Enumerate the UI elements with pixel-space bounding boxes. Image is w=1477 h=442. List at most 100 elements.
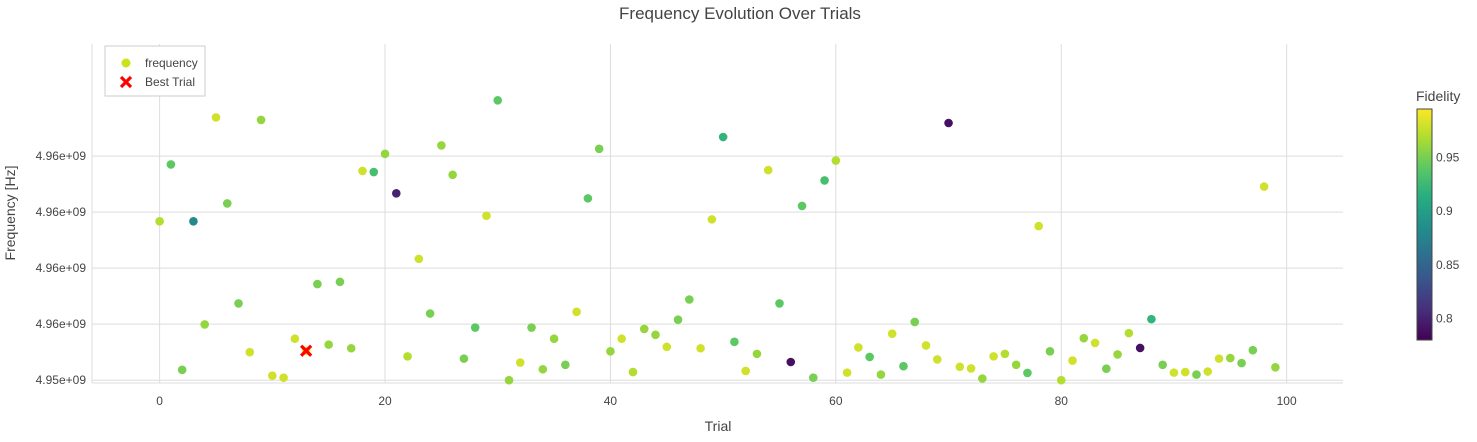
- data-point[interactable]: [200, 320, 210, 329]
- data-point[interactable]: [808, 373, 818, 382]
- data-point[interactable]: [910, 317, 920, 327]
- data-point[interactable]: [1214, 354, 1224, 363]
- data-point[interactable]: [921, 341, 931, 350]
- data-point[interactable]: [752, 349, 762, 359]
- data-point[interactable]: [1225, 353, 1235, 363]
- data-point[interactable]: [369, 167, 379, 177]
- data-point[interactable]: [358, 166, 367, 176]
- data-point[interactable]: [1124, 328, 1134, 338]
- data-point[interactable]: [470, 323, 480, 332]
- data-point[interactable]: [403, 352, 412, 361]
- data-point[interactable]: [606, 347, 615, 356]
- data-point[interactable]: [380, 149, 390, 159]
- data-point[interactable]: [628, 367, 638, 377]
- data-point[interactable]: [1203, 367, 1213, 376]
- data-point[interactable]: [268, 371, 277, 381]
- data-point[interactable]: [549, 334, 559, 344]
- data-point[interactable]: [177, 365, 187, 375]
- data-point[interactable]: [1090, 338, 1100, 348]
- data-point[interactable]: [1147, 314, 1156, 324]
- data-point[interactable]: [741, 366, 750, 376]
- data-point[interactable]: [887, 329, 897, 338]
- data-point[interactable]: [1192, 370, 1201, 379]
- data-point[interactable]: [707, 215, 717, 224]
- data-point[interactable]: [1056, 375, 1066, 385]
- data-point[interactable]: [1045, 347, 1055, 356]
- data-point[interactable]: [425, 309, 435, 318]
- data-point[interactable]: [1180, 367, 1190, 377]
- data-point[interactable]: [651, 330, 660, 340]
- data-point[interactable]: [685, 295, 694, 304]
- data-point[interactable]: [234, 299, 243, 308]
- data-point[interactable]: [899, 361, 908, 371]
- data-point[interactable]: [1113, 350, 1122, 359]
- data-point[interactable]: [245, 347, 255, 357]
- data-point[interactable]: [448, 170, 457, 180]
- data-point[interactable]: [504, 375, 514, 385]
- data-point[interactable]: [696, 343, 705, 353]
- data-point[interactable]: [437, 141, 446, 150]
- data-point[interactable]: [1135, 343, 1145, 353]
- data-point[interactable]: [279, 373, 288, 382]
- data-point[interactable]: [155, 217, 164, 226]
- data-point[interactable]: [1011, 360, 1021, 370]
- data-point[interactable]: [1259, 182, 1269, 191]
- data-point[interactable]: [482, 211, 491, 221]
- data-point[interactable]: [1034, 221, 1044, 231]
- data-point[interactable]: [1248, 345, 1258, 355]
- data-point[interactable]: [673, 315, 683, 324]
- data-point[interactable]: [944, 118, 953, 128]
- data-point[interactable]: [966, 364, 976, 373]
- data-point[interactable]: [955, 362, 965, 372]
- data-point[interactable]: [1271, 363, 1280, 372]
- data-point[interactable]: [617, 334, 627, 344]
- data-point[interactable]: [493, 96, 503, 105]
- data-point[interactable]: [842, 368, 852, 377]
- data-point[interactable]: [775, 299, 784, 308]
- data-point[interactable]: [763, 165, 773, 175]
- data-point[interactable]: [1158, 360, 1167, 370]
- data-point[interactable]: [324, 340, 333, 349]
- data-point[interactable]: [414, 254, 424, 264]
- data-point[interactable]: [1169, 368, 1179, 377]
- data-point[interactable]: [718, 132, 728, 142]
- data-point[interactable]: [1000, 349, 1010, 359]
- data-point[interactable]: [831, 156, 841, 165]
- data-point[interactable]: [515, 358, 525, 367]
- data-point[interactable]: [1068, 356, 1077, 365]
- data-point[interactable]: [865, 352, 874, 362]
- data-point[interactable]: [313, 279, 322, 289]
- data-point[interactable]: [876, 370, 886, 379]
- data-point[interactable]: [189, 217, 198, 226]
- data-point[interactable]: [854, 343, 863, 352]
- data-point[interactable]: [662, 342, 672, 352]
- data-point[interactable]: [335, 277, 345, 287]
- data-point[interactable]: [786, 357, 796, 367]
- data-point[interactable]: [797, 201, 807, 211]
- best-trial-marker[interactable]: [300, 344, 313, 357]
- data-point[interactable]: [166, 160, 176, 169]
- data-point[interactable]: [527, 323, 536, 332]
- data-point[interactable]: [256, 115, 266, 125]
- data-point[interactable]: [538, 364, 548, 374]
- data-point[interactable]: [1102, 364, 1111, 374]
- data-point[interactable]: [978, 374, 987, 383]
- data-point[interactable]: [459, 354, 469, 363]
- data-point[interactable]: [820, 176, 829, 185]
- data-point[interactable]: [932, 355, 942, 364]
- data-point[interactable]: [561, 360, 570, 370]
- data-point[interactable]: [211, 113, 221, 122]
- data-point[interactable]: [989, 352, 998, 361]
- data-point[interactable]: [572, 307, 581, 317]
- data-point[interactable]: [1237, 358, 1246, 368]
- data-point[interactable]: [391, 189, 401, 198]
- data-point[interactable]: [290, 334, 300, 344]
- data-point[interactable]: [346, 343, 356, 353]
- data-point[interactable]: [1023, 368, 1032, 378]
- data-point[interactable]: [594, 144, 604, 154]
- data-point[interactable]: [730, 337, 739, 347]
- data-point[interactable]: [583, 194, 593, 203]
- data-point[interactable]: [222, 199, 232, 208]
- data-point[interactable]: [1079, 333, 1089, 343]
- data-point[interactable]: [639, 324, 649, 334]
